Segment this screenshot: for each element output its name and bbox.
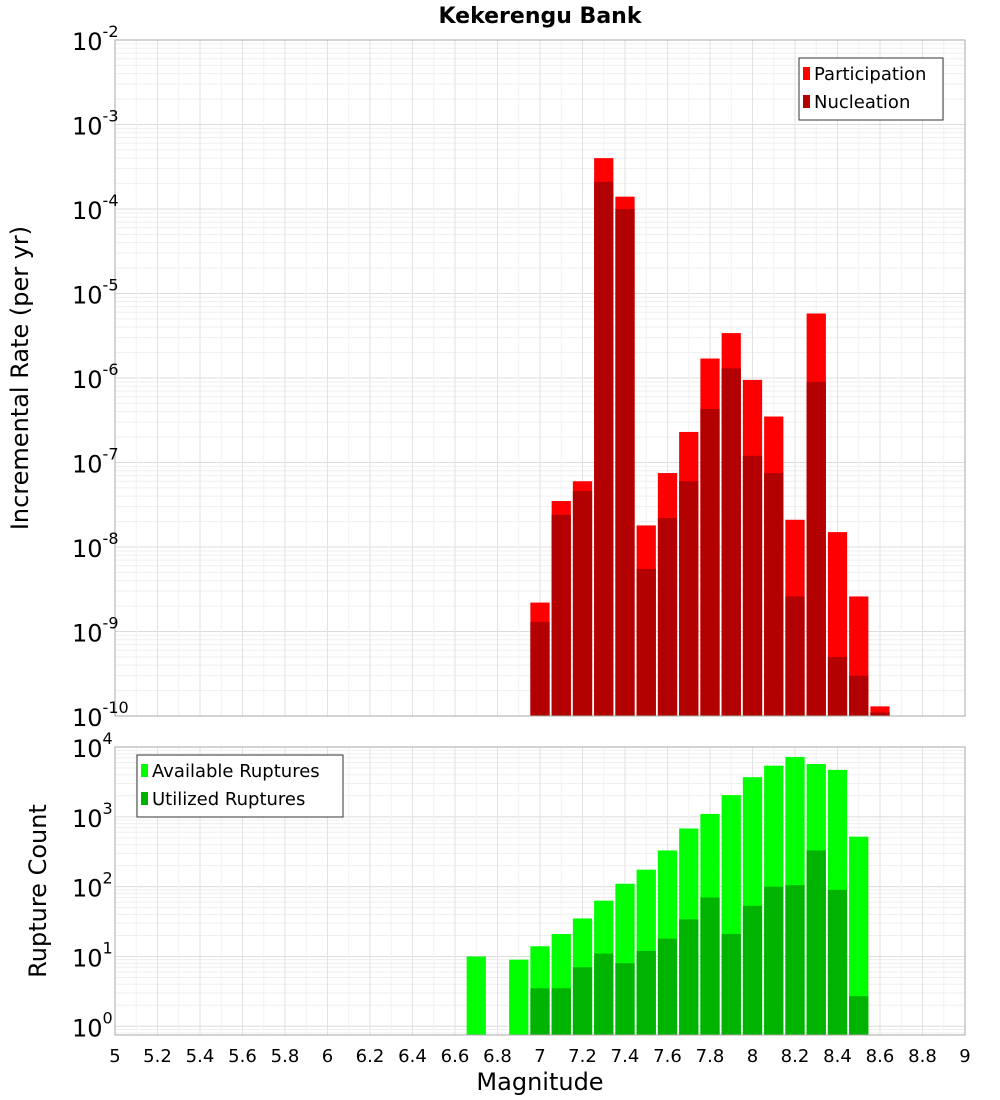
x-tick-label: 6.4 — [398, 1046, 427, 1067]
count-legend-swatch — [141, 764, 148, 777]
rate-bar-1-11 — [764, 473, 784, 716]
x-tick-label: 6 — [322, 1046, 333, 1067]
count-bar-1-2 — [572, 967, 593, 1035]
count-bar-0-17 — [849, 836, 869, 1035]
rate-bar-1-14 — [827, 656, 848, 716]
chart-title: Kekerengu Bank — [439, 4, 643, 29]
count-y-tick-label: 102 — [72, 869, 113, 903]
x-tick-label: 5.8 — [271, 1046, 300, 1067]
count-legend-label: Utilized Ruptures — [152, 789, 305, 810]
x-tick-label: 6.8 — [483, 1046, 512, 1067]
rate-bar-1-1 — [551, 514, 571, 716]
x-tick-label: 8.2 — [781, 1046, 810, 1067]
count-bar-1-9 — [721, 933, 741, 1035]
count-bar-0-1 — [509, 959, 529, 1035]
x-tick-label: 5.2 — [143, 1046, 172, 1067]
rate-legend-label: Participation — [814, 64, 926, 85]
count-legend-label: Available Ruptures — [152, 761, 320, 782]
x-tick-label: 8 — [747, 1046, 758, 1067]
rate-y-tick-label: 10-5 — [72, 276, 119, 310]
rate-bar-1-9 — [721, 368, 741, 716]
count-bar-1-0 — [530, 988, 550, 1035]
x-tick-label: 7.4 — [611, 1046, 640, 1067]
rate-bar-1-2 — [572, 490, 593, 716]
x-tick-label: 7.6 — [653, 1046, 682, 1067]
rate-bar-1-3 — [594, 181, 614, 717]
count-bar-1-8 — [700, 897, 720, 1035]
count-plot-frame — [114, 746, 966, 1036]
count-y-tick-label: 104 — [72, 729, 113, 763]
count-bar-1-12 — [785, 885, 805, 1035]
rate-bar-1-13 — [806, 381, 826, 716]
x-tick-label: 7 — [534, 1046, 545, 1067]
x-tick-label: 8.8 — [908, 1046, 937, 1067]
rate-y-axis-label: Incremental Rate (per yr) — [6, 226, 34, 530]
rate-legend: Participation Nucleation — [798, 57, 944, 121]
x-tick-label: 8.4 — [823, 1046, 852, 1067]
rate-y-tick-label: 10-9 — [72, 614, 119, 648]
rate-panel: 10-10 10-9 10-8 10-7 10-6 10-5 10-4 10-3 10-2 In… — [6, 22, 966, 732]
count-bar-1-3 — [594, 953, 614, 1035]
count-bar-1-1 — [551, 988, 571, 1035]
x-tick-label: 5.6 — [228, 1046, 257, 1067]
rate-legend-swatch — [803, 67, 810, 80]
count-y-tick-label: 103 — [72, 799, 113, 833]
rate-legend-label: Nucleation — [814, 92, 910, 113]
count-bar-1-10 — [742, 905, 763, 1035]
rate-bar-1-4 — [615, 209, 635, 716]
count-legend: Available Ruptures Utilized Ruptures — [136, 754, 344, 818]
x-tick-label: 5 — [109, 1046, 120, 1067]
x-tick-label: 6.2 — [356, 1046, 385, 1067]
rate-bars — [530, 158, 890, 717]
rate-legend-box — [798, 57, 944, 121]
rate-bar-0-16 — [870, 706, 890, 716]
count-legend-swatch — [141, 792, 148, 805]
x-tick-label: 7.2 — [568, 1046, 597, 1067]
rate-plot-frame — [114, 39, 966, 717]
count-bar-1-14 — [827, 889, 848, 1035]
rate-y-tick-label: 10-4 — [72, 191, 119, 225]
rate-y-tick-label: 10-7 — [72, 445, 119, 479]
count-bar-1-13 — [806, 850, 826, 1035]
rate-legend-swatch — [803, 95, 810, 108]
count-y-tick-label: 101 — [72, 938, 113, 972]
rate-bar-1-15 — [849, 675, 869, 716]
x-tick-label: 8.6 — [866, 1046, 895, 1067]
rate-y-tick-label: 10-2 — [72, 22, 119, 56]
rate-bar-1-0 — [530, 621, 550, 716]
count-bar-1-6 — [657, 938, 678, 1035]
x-axis-label: Magnitude — [476, 1068, 603, 1096]
rate-y-ticks: 10-10 10-9 10-8 10-7 10-6 10-5 10-4 10-3 10-2 — [72, 22, 129, 732]
rate-y-tick-label: 10-3 — [72, 107, 119, 141]
count-bars — [466, 756, 869, 1035]
count-y-axis-label: Rupture Count — [24, 804, 52, 978]
x-tick-label: 5.4 — [186, 1046, 215, 1067]
count-y-ticks: 100 101 102 103 104 — [72, 729, 113, 1042]
rate-bar-1-16 — [870, 712, 890, 716]
count-bar-1-7 — [679, 919, 699, 1035]
count-bar-1-5 — [636, 950, 656, 1035]
count-bar-1-15 — [849, 996, 869, 1035]
rate-bar-1-5 — [636, 568, 656, 716]
rate-y-tick-label: 10-10 — [72, 698, 129, 732]
rate-bar-1-12 — [785, 596, 805, 716]
x-tick-label: 6.6 — [441, 1046, 470, 1067]
rate-y-tick-label: 10-8 — [72, 529, 119, 563]
count-panel: 100 101 102 103 104 5 5.2 5.4 5.6 5.8 6 6.2 6.4 6.6 6… — [24, 729, 971, 1096]
x-tick-label: 7.8 — [696, 1046, 725, 1067]
count-legend-box — [136, 754, 344, 818]
rate-y-tick-label: 10-6 — [72, 360, 119, 394]
count-x-ticks: 5 5.2 5.4 5.6 5.8 6 6.2 6.4 6.6 6.8 7 7.2 7.4 7.6 7.8 8… — [109, 1046, 970, 1067]
rate-bar-1-6 — [657, 518, 678, 716]
rate-bar-1-10 — [742, 455, 763, 716]
count-bar-1-11 — [764, 886, 784, 1035]
count-bar-0-0 — [466, 956, 486, 1035]
rate-bar-1-8 — [700, 408, 720, 716]
x-tick-label: 9 — [959, 1046, 970, 1067]
count-y-tick-label: 100 — [72, 1008, 113, 1042]
count-bar-1-4 — [615, 963, 635, 1035]
rate-bar-1-7 — [679, 481, 699, 716]
